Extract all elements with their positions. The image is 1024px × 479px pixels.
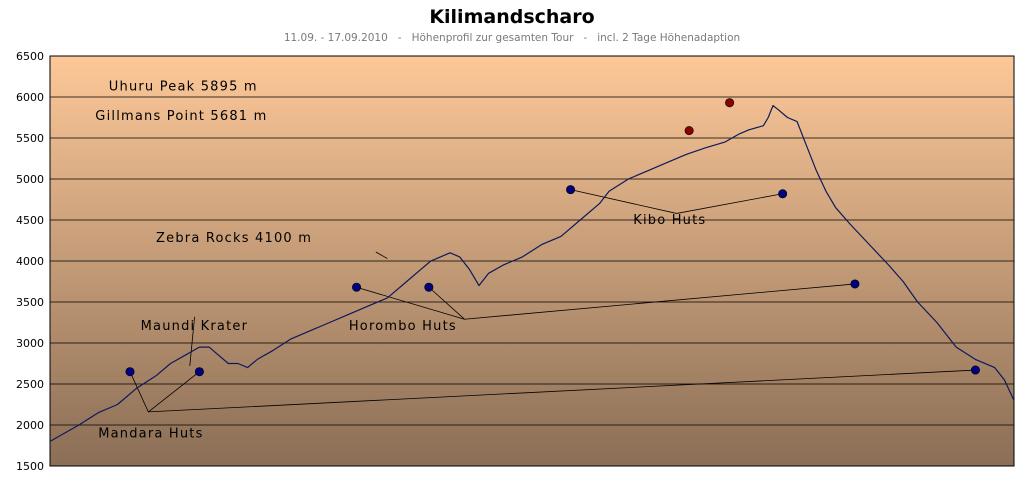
chart-title: Kilimandscharo — [429, 6, 595, 28]
annotation-label: Maundi Krater — [141, 319, 249, 334]
leader-line — [676, 193, 783, 214]
y-tick-label: 2000 — [16, 419, 44, 432]
annotation-label: Zebra Rocks 4100 m — [156, 231, 312, 246]
leader-line — [189, 316, 195, 366]
waypoint-markers — [125, 98, 980, 377]
waypoint-marker — [850, 279, 860, 289]
annotation-label: Horombo Huts — [349, 319, 457, 334]
waypoint-marker — [970, 365, 980, 375]
y-axis-ticks: 1500 2000 2500 3000 3500 4000 4500 5000 5500 6000… — [16, 50, 44, 473]
annotation-leaders — [129, 189, 976, 413]
annotation-label: Gillmans Point 5681 m — [95, 109, 267, 124]
y-tick-label: 6000 — [16, 91, 44, 104]
y-tick-label: 3500 — [16, 296, 44, 309]
waypoint-marker — [725, 98, 735, 108]
waypoint-marker — [352, 282, 362, 292]
elevation-line — [50, 105, 1014, 442]
y-tick-label: 6500 — [16, 50, 44, 63]
elevation-series — [50, 105, 1014, 442]
leader-line — [428, 286, 465, 320]
waypoint-marker — [424, 282, 434, 292]
waypoint-marker — [684, 126, 694, 136]
waypoint-marker — [778, 189, 788, 199]
annotation-label: Kibo Huts — [633, 213, 706, 228]
annotation-labels: Uhuru Peak 5895 m Gillmans Point 5681 m Ki… — [95, 79, 706, 441]
leader-line — [129, 371, 149, 413]
y-tick-label: 5000 — [16, 173, 44, 186]
leader-line — [148, 369, 976, 413]
y-tick-label: 4500 — [16, 214, 44, 227]
annotation-label: Mandara Huts — [98, 426, 203, 441]
y-tick-label: 4000 — [16, 255, 44, 268]
leader-line — [356, 286, 465, 320]
y-tick-label: 5500 — [16, 132, 44, 145]
leader-line — [464, 283, 855, 320]
waypoint-marker — [566, 185, 576, 195]
y-tick-label: 1500 — [16, 460, 44, 473]
gridlines — [50, 96, 1014, 426]
annotation-label: Uhuru Peak 5895 m — [109, 79, 258, 94]
chart-subtitle: 11.09. - 17.09.2010 - Höhenprofil zur ge… — [283, 32, 741, 44]
leader-line — [375, 251, 388, 259]
y-tick-label: 3000 — [16, 337, 44, 350]
leader-line — [148, 371, 200, 413]
y-tick-label: 2500 — [16, 378, 44, 391]
waypoint-marker — [125, 367, 135, 377]
waypoint-marker — [194, 367, 204, 377]
leader-line — [570, 189, 677, 214]
